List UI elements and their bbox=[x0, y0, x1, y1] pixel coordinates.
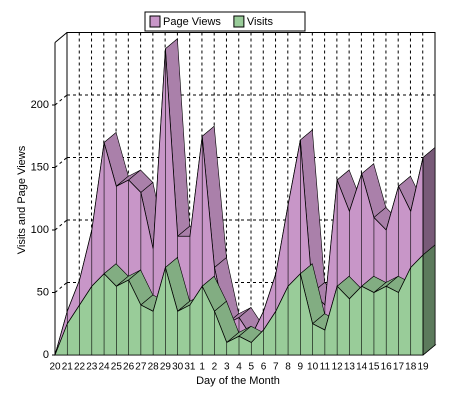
legend-label: Visits bbox=[247, 16, 274, 28]
legend-swatch bbox=[149, 15, 161, 28]
series-area bbox=[54, 38, 436, 356]
legend-label: Page Views bbox=[163, 16, 221, 28]
legend-box bbox=[144, 11, 306, 32]
x-tick-label: 14 bbox=[356, 362, 368, 373]
area-side bbox=[422, 244, 436, 356]
x-tick-label: 28 bbox=[148, 362, 160, 373]
grid-line bbox=[54, 157, 68, 168]
x-tick-label: 24 bbox=[99, 362, 111, 373]
x-tick-label: 13 bbox=[344, 362, 356, 373]
y-tick-label: 100 bbox=[31, 224, 49, 236]
x-tick-label: 2 bbox=[212, 362, 218, 373]
x-tick-label: 9 bbox=[298, 362, 304, 373]
x-tick-label: 30 bbox=[172, 362, 184, 373]
y-tick-label: 200 bbox=[31, 99, 49, 111]
x-tick-label: 7 bbox=[273, 362, 279, 373]
grid-line bbox=[54, 94, 68, 106]
x-tick-label: 25 bbox=[111, 362, 123, 373]
x-tick-label: 11 bbox=[320, 362, 331, 373]
x-tick-label: 4 bbox=[236, 362, 242, 373]
x-tick-label: 6 bbox=[261, 362, 267, 373]
x-tick-label: 19 bbox=[417, 362, 429, 373]
x-tick-label: 5 bbox=[248, 362, 254, 373]
x-tick-label: 22 bbox=[74, 362, 86, 373]
x-tick-label: 12 bbox=[332, 362, 344, 373]
y-tick-label: 150 bbox=[31, 161, 49, 173]
x-tick-label: 27 bbox=[135, 362, 147, 373]
x-tick-label: 8 bbox=[285, 362, 291, 373]
grid-line bbox=[54, 282, 68, 293]
y-axis-label: Visits and Page Views bbox=[16, 145, 28, 254]
x-tick-label: 1 bbox=[199, 362, 205, 373]
x-axis-label: Day of the Month bbox=[196, 375, 280, 387]
y-tick-label: 50 bbox=[37, 286, 49, 298]
y-axis-side bbox=[54, 32, 68, 43]
x-tick-label: 15 bbox=[368, 362, 380, 373]
x-tick-label: 18 bbox=[405, 362, 417, 373]
x-tick-label: 10 bbox=[307, 362, 319, 373]
x-tick-label: 3 bbox=[224, 362, 230, 373]
x-tick-label: 16 bbox=[381, 362, 393, 373]
x-tick-label: 21 bbox=[62, 362, 74, 373]
x-tick-label: 31 bbox=[184, 362, 196, 373]
x-tick-label: 29 bbox=[160, 362, 172, 373]
x-tick-label: 26 bbox=[123, 362, 135, 373]
x-tick-label: 23 bbox=[86, 362, 98, 373]
x-tick-label: 17 bbox=[393, 362, 405, 373]
grid-line bbox=[54, 219, 68, 231]
legend-swatch bbox=[233, 15, 245, 28]
series-area bbox=[54, 244, 436, 356]
x-tick-label: 20 bbox=[49, 362, 61, 373]
legend: Page Views Visits bbox=[144, 11, 306, 32]
y-tick-label: 0 bbox=[43, 349, 49, 361]
